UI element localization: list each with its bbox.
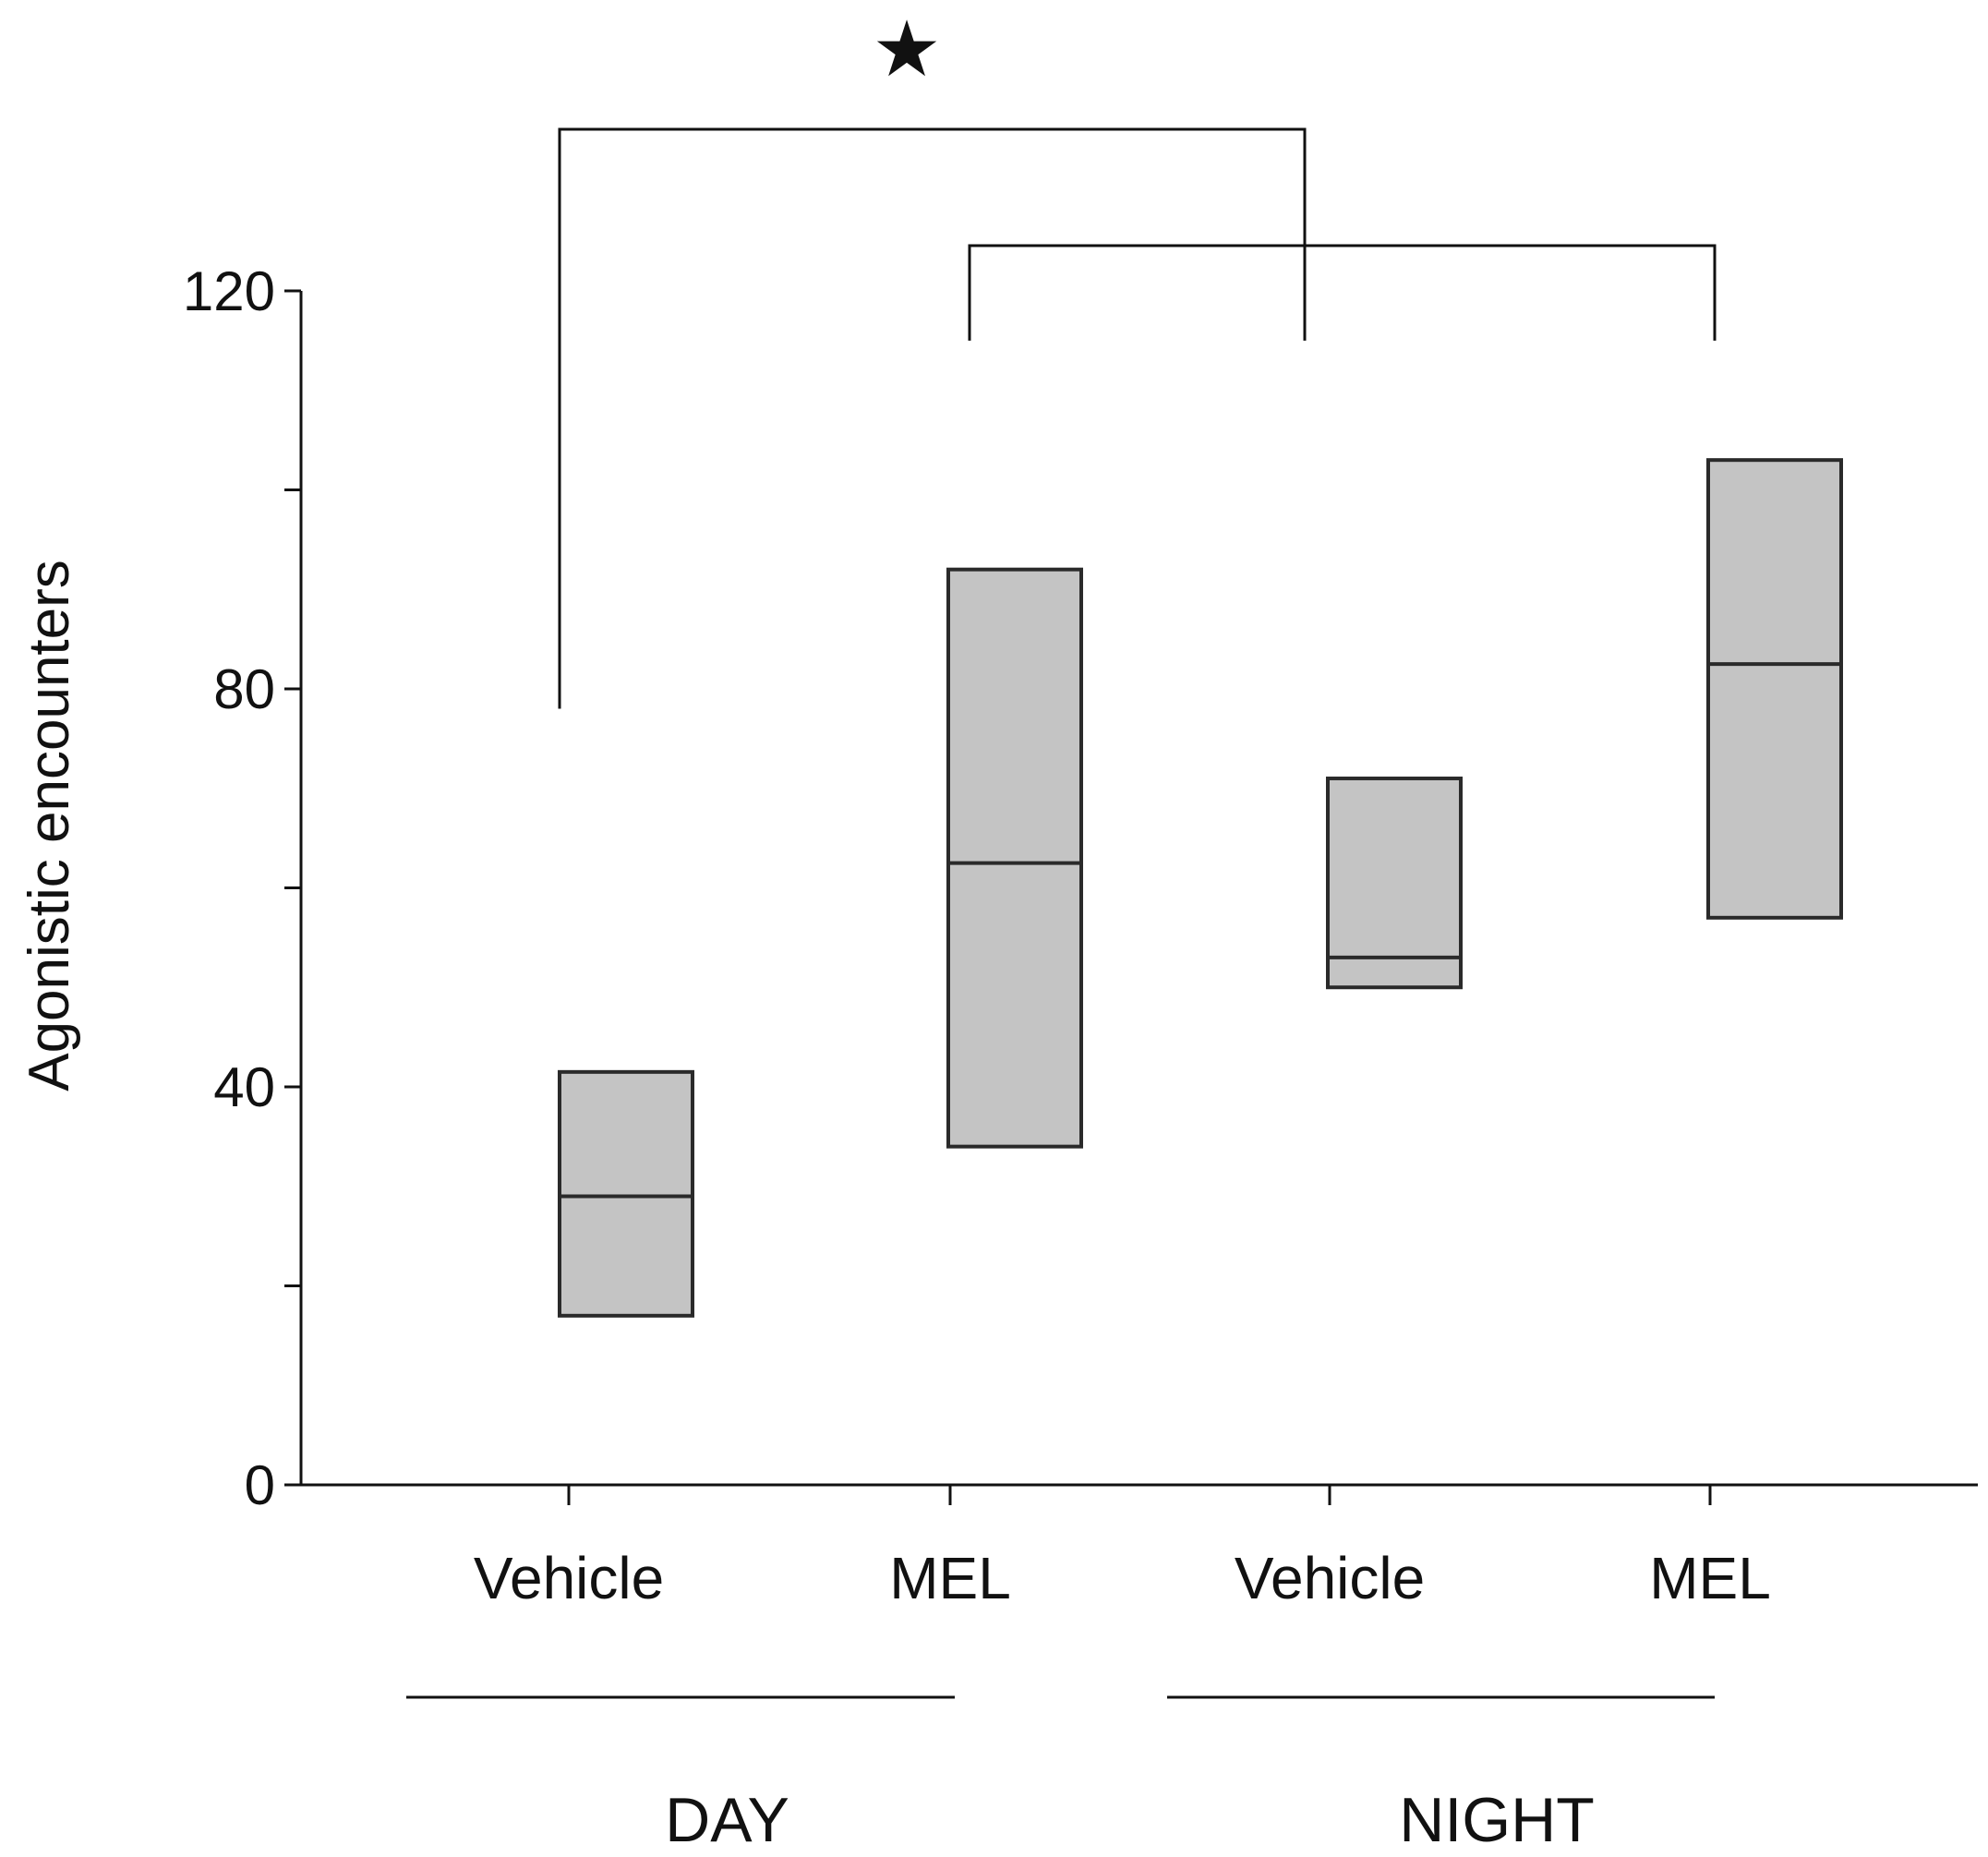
bracket-vehicle xyxy=(558,127,1307,709)
bracket-mel xyxy=(968,244,1717,341)
box-iqr xyxy=(558,1069,694,1318)
x-category-label: MEL xyxy=(889,1545,1011,1611)
y-tick-layer: 0 40 80 120 xyxy=(183,260,301,1516)
significance-brackets xyxy=(558,127,1717,709)
y-tick-label: 120 xyxy=(183,260,275,322)
box-iqr xyxy=(1326,776,1463,990)
box-iqr xyxy=(946,567,1083,1149)
group-label: DAY xyxy=(665,1785,789,1855)
x-category-label: MEL xyxy=(1649,1545,1771,1611)
box-iqr xyxy=(1706,458,1843,920)
x-category-label: Vehicle xyxy=(474,1545,664,1611)
box-layer xyxy=(558,458,1843,1318)
group-layer: DAY NIGHT xyxy=(406,1695,1715,1855)
significance-star: ★ xyxy=(872,6,941,92)
y-tick-label: 0 xyxy=(245,1454,275,1516)
y-axis-title: Agonistic encounters xyxy=(18,560,81,1091)
y-tick-label: 80 xyxy=(213,658,275,720)
x-category-layer: Vehicle MEL Vehicle MEL xyxy=(474,1485,1771,1611)
y-tick-label: 40 xyxy=(213,1056,275,1118)
group-label: NIGHT xyxy=(1399,1785,1595,1855)
x-category-label: Vehicle xyxy=(1235,1545,1425,1611)
